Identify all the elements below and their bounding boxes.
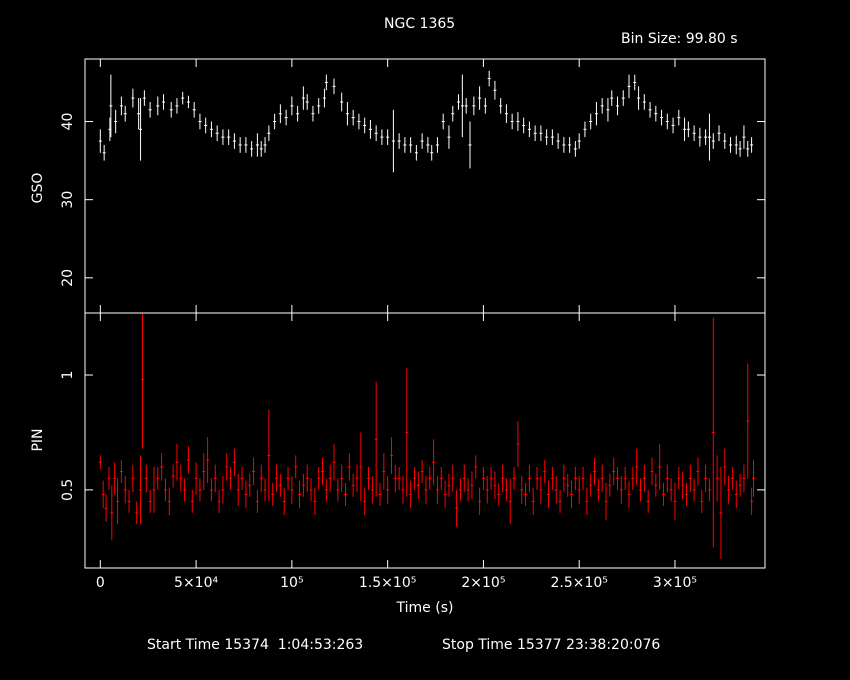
gso-series xyxy=(98,70,754,173)
axis-ticks xyxy=(85,59,765,568)
gso-panel-frame xyxy=(84,58,766,314)
x-tick-label: 5×10⁴ xyxy=(174,575,218,591)
pin-y-tick-label: 1 xyxy=(60,371,76,380)
x-tick-label: 1.5×10⁵ xyxy=(359,575,416,591)
gso-y-tick-label: 30 xyxy=(60,191,76,209)
pin-axis-label: PIN xyxy=(30,428,46,451)
x-tick-label: 10⁵ xyxy=(280,575,303,591)
gso-axis-label: GSO xyxy=(30,173,46,204)
x-tick-label: 3×10⁵ xyxy=(653,575,697,591)
start-time-label: Start Time 15374 1:04:53:263 xyxy=(147,637,364,653)
gso-y-tick-label: 40 xyxy=(60,113,76,131)
gso-y-tick-label: 20 xyxy=(60,269,76,287)
x-tick-label: 2×10⁵ xyxy=(461,575,505,591)
pin-series xyxy=(98,313,756,559)
pin-panel-frame xyxy=(84,312,766,569)
pin-y-tick-label: 0.5 xyxy=(60,479,76,501)
x-axis-label: Time (s) xyxy=(396,600,454,616)
chart-title: NGC 1365 xyxy=(384,16,456,32)
x-tick-label: 0 xyxy=(96,575,105,591)
axis-tick-labels: 20 30 40 0.5 1 0 5×10⁴ 10⁵ 1.5×10⁵ 2×10⁵ 2.5×10⁵ 3×… xyxy=(60,113,697,591)
bin-size-label: Bin Size: 99.80 s xyxy=(621,31,738,47)
x-tick-label: 2.5×10⁵ xyxy=(550,575,607,591)
stop-time-label: Stop Time 15377 23:38:20:076 xyxy=(442,637,661,653)
